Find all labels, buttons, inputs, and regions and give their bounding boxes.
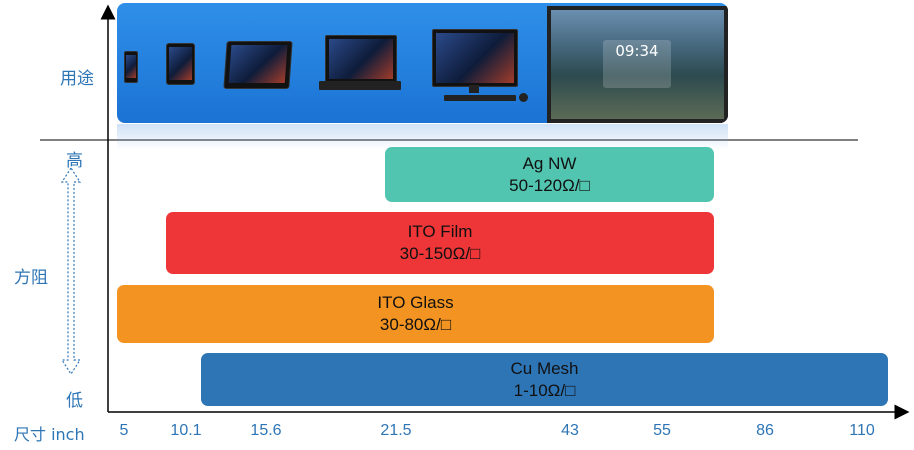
keyboard-icon [444, 95, 516, 101]
bar-name-label: Ag NW [522, 153, 577, 173]
high-label: 高 [66, 151, 83, 171]
bar-range-label: 1-10Ω/□ [513, 380, 576, 400]
x-tick-label: 5 [119, 422, 129, 439]
bar-name-label: ITO Glass [377, 293, 454, 312]
usage-panel: 09:34 [117, 3, 728, 123]
bar-range-label: 30-80Ω/□ [379, 315, 452, 334]
bar-name-label: ITO Film [407, 222, 473, 241]
x-tick-label: 43 [561, 422, 579, 439]
x-axis-title: 尺寸 inch [14, 425, 85, 444]
range-bar: ITO Glass 30-80Ω/□ [117, 285, 714, 343]
large-display-icon: 09:34 [547, 6, 728, 123]
usage-panel-reflection [117, 124, 728, 150]
tablet-icon [166, 43, 195, 85]
range-bar: Ag NW 50-120Ω/□ [385, 147, 714, 202]
x-tick-label: 10.1 [170, 422, 202, 439]
clock-readout: 09:34 [615, 42, 659, 60]
x-tick-label: 15.6 [250, 422, 282, 439]
convertible-icon [223, 41, 293, 89]
monitor-stand-icon [469, 85, 479, 93]
usage-label: 用途 [60, 69, 94, 89]
laptop-base-icon [319, 81, 401, 90]
x-tick-label: 86 [756, 422, 774, 439]
phone-icon [124, 51, 138, 83]
x-tick-label: 110 [849, 422, 875, 439]
bar-name-label: Cu Mesh [510, 358, 579, 378]
resistance-arrow [60, 166, 82, 376]
low-label: 低 [66, 391, 83, 411]
x-tick-label: 55 [653, 422, 671, 439]
mouse-icon [519, 93, 528, 102]
range-bar: Cu Mesh 1-10Ω/□ [201, 353, 888, 406]
resistance-label: 方阻 [14, 268, 48, 288]
range-bar: ITO Film 30-150Ω/□ [166, 212, 714, 274]
x-tick-label: 21.5 [380, 422, 412, 439]
bar-range-label: 50-120Ω/□ [509, 175, 590, 195]
laptop-icon [325, 35, 397, 83]
desktop-monitor-icon [432, 29, 518, 87]
bar-range-label: 30-150Ω/□ [399, 244, 481, 263]
